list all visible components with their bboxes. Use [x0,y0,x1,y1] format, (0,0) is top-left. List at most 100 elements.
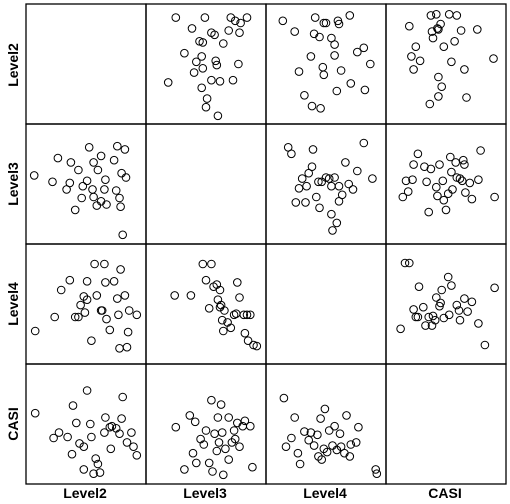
data-point-level2-level3 [187,24,197,33]
data-point-level3-level2 [66,158,76,167]
data-point-level2-level4 [366,59,375,69]
data-point-level4-level2 [100,259,109,269]
data-point-casi-level4 [313,430,322,440]
data-point-casi-level3 [248,462,257,472]
data-point-level4-level2 [97,306,107,315]
data-point-level3-casi [441,205,451,215]
data-point-level4-casi [460,294,469,303]
data-point-level2-level4 [330,51,339,60]
data-point-level3-level2 [65,178,75,188]
data-point-level3-level4 [307,162,317,171]
data-point-casi-level2 [105,422,115,432]
data-point-level4-level3 [212,280,222,289]
data-point-level3-casi [443,189,453,198]
data-point-casi-level3 [224,455,233,464]
data-point-casi-level2 [117,414,126,423]
panel-casi-vs-level3 [145,363,267,485]
data-point-casi-level4 [300,427,309,436]
data-point-level4-level2 [80,308,90,317]
data-point-level3-level4 [334,181,344,191]
data-point-level2-level3 [192,57,201,67]
data-point-level4-level3 [239,310,249,320]
data-point-level4-level2 [124,306,134,315]
data-point-casi-level3 [224,413,233,422]
data-point-level3-level2 [89,158,98,167]
data-point-casi-level4 [309,441,319,450]
data-point-level3-level4 [301,198,310,207]
data-point-casi-level3 [192,458,201,468]
data-point-level4-level3 [242,310,252,320]
panel-level2-vs-level3 [145,3,267,125]
data-point-level2-level3 [230,16,240,26]
data-point-casi-level4 [328,441,337,450]
data-point-level2-casi [434,25,443,34]
data-point-level4-casi [480,340,490,350]
data-point-level2-level3 [197,52,206,61]
data-point-level2-casi [473,25,482,34]
y-axis-label-casi: CASI [5,407,21,440]
data-point-casi-level4 [287,433,296,443]
data-point-level4-level3 [219,326,228,336]
data-point-casi-level4 [324,426,334,435]
data-point-level2-level3 [235,28,244,38]
data-point-level4-level2 [65,275,75,285]
data-point-level3-casi [467,194,477,204]
data-point-level3-casi [433,191,442,201]
data-point-level2-level4 [360,85,370,95]
data-point-level4-casi [413,312,423,322]
data-point-level4-casi [414,282,424,292]
data-point-casi-level4 [290,413,300,422]
data-point-level2-level4 [316,104,325,113]
data-point-level3-level2 [89,192,98,202]
data-point-level4-casi [455,315,465,325]
data-point-level2-level4 [309,29,319,39]
y-axis-label-level2: Level2 [5,43,21,87]
data-point-level3-casi [426,164,436,174]
data-point-level3-level4 [294,184,304,193]
data-point-casi-level2 [82,386,92,395]
data-point-level4-casi [443,272,453,282]
data-point-level2-level3 [202,94,212,103]
data-point-casi-level4 [332,445,342,455]
data-point-level4-level2 [116,265,125,274]
data-point-level2-level4 [300,91,309,100]
data-point-level4-casi [419,302,428,312]
data-point-casi-level2 [72,418,81,428]
data-point-level3-level4 [353,166,362,176]
data-point-casi-level2 [100,428,109,437]
data-point-level2-level3 [207,75,216,85]
data-point-casi-level3 [217,428,227,437]
data-point-level2-level4 [346,79,356,88]
data-point-casi-level2 [95,468,105,477]
data-point-level4-level2 [132,310,142,320]
data-point-level3-casi [446,152,455,162]
data-point-casi-level3 [210,429,219,439]
data-point-level2-casi [460,65,469,74]
data-point-level2-level3 [226,13,236,22]
data-point-level2-casi [411,42,421,52]
data-point-level3-casi [401,176,411,186]
data-point-level3-level4 [330,173,339,182]
data-point-level3-level4 [317,177,327,187]
data-point-level4-level3 [240,328,250,338]
data-point-casi-level2 [68,401,78,410]
data-point-casi-level2 [93,459,103,469]
data-point-level3-level4 [327,209,336,219]
data-point-level4-level3 [215,302,225,312]
data-point-level3-level4 [291,198,301,207]
data-point-casi-level4 [293,448,303,458]
data-point-casi-level2 [86,419,95,429]
data-point-level2-casi [428,33,438,43]
data-point-level2-level3 [201,102,211,112]
data-point-level3-casi [398,192,408,202]
data-point-casi-level3 [240,416,250,426]
data-point-level2-level4 [332,86,342,96]
data-point-level2-level4 [319,70,329,80]
data-point-level3-level4 [332,218,342,228]
data-point-level3-level2 [102,200,111,209]
data-point-level2-casi [407,52,416,61]
data-point-level2-casi [409,65,418,74]
data-point-level3-level4 [312,192,321,202]
data-point-casi-level4 [279,393,289,403]
